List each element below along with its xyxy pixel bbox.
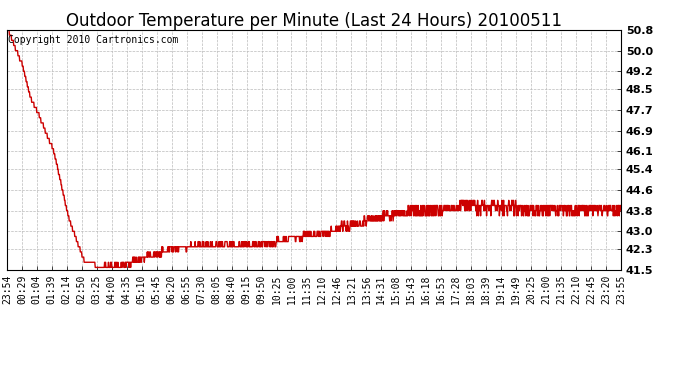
Title: Outdoor Temperature per Minute (Last 24 Hours) 20100511: Outdoor Temperature per Minute (Last 24 … [66, 12, 562, 30]
Text: Copyright 2010 Cartronics.com: Copyright 2010 Cartronics.com [8, 35, 179, 45]
